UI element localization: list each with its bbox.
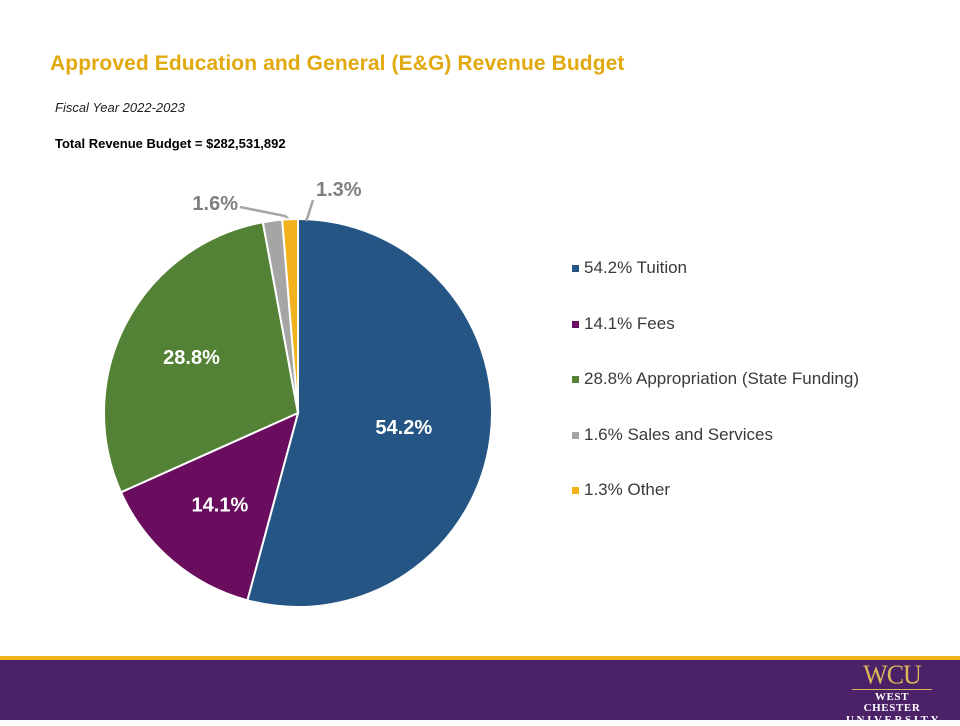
data-label-sales-and-services: 1.6% bbox=[192, 193, 238, 215]
legend-label: 1.6% Sales and Services bbox=[584, 424, 773, 444]
legend-label: 54.2% Tuition bbox=[584, 258, 688, 277]
legend-item-tuition: 54.2% Tuition bbox=[572, 258, 859, 314]
legend-label: 1.3% Other bbox=[584, 480, 670, 499]
data-label-tuition: 54.2% bbox=[375, 417, 432, 439]
legend-item-fees: 14.1% Fees bbox=[572, 314, 859, 370]
slide-title: Approved Education and General (E&G) Rev… bbox=[50, 52, 625, 75]
pie-slice-appropriation-state-funding bbox=[103, 221, 300, 494]
leader-line-other bbox=[304, 199, 315, 222]
total-revenue-label: Total Revenue Budget = $282,531,892 bbox=[55, 136, 286, 151]
wcu-logo: WCU WEST CHESTER UNIVERSITY bbox=[846, 659, 942, 726]
logo-wordmark-line2: UNIVERSITY bbox=[846, 714, 942, 726]
footer-gold-stripe bbox=[0, 656, 960, 660]
pie-slice-tuition bbox=[246, 217, 493, 608]
legend-label: 14.1% Fees bbox=[584, 313, 675, 333]
data-label-fees: 14.1% bbox=[192, 494, 249, 516]
legend-swatch bbox=[572, 376, 579, 383]
pie-slice-fees bbox=[119, 411, 300, 602]
legend-swatch bbox=[572, 431, 579, 439]
legend-item-other: 1.3% Other bbox=[572, 480, 859, 536]
legend-swatch bbox=[572, 265, 579, 272]
wcu-logo-mark: WCU bbox=[863, 659, 922, 690]
legend-item-appropriation-state-funding: 28.8% Appropriation (State Funding) bbox=[572, 369, 859, 425]
legend-item-sales-and-services: 1.6% Sales and Services bbox=[572, 425, 859, 481]
legend-label: 28.8% Appropriation (State Funding) bbox=[584, 369, 860, 388]
logo-wordmark-line1: WEST CHESTER bbox=[863, 691, 921, 714]
fiscal-year-subtitle: Fiscal Year 2022-2023 bbox=[55, 100, 185, 115]
footer-bar bbox=[0, 660, 960, 720]
logo-rule bbox=[852, 689, 932, 690]
data-label-other: 1.3% bbox=[316, 179, 362, 201]
legend-swatch bbox=[572, 320, 579, 328]
legend-swatch bbox=[572, 487, 579, 494]
data-label-appropriation-state-funding: 28.8% bbox=[163, 347, 220, 369]
pie-slice-other bbox=[281, 217, 299, 414]
chart-legend: 54.2% Tuition 14.1% Fees 28.8% Appropriati… bbox=[572, 258, 859, 536]
